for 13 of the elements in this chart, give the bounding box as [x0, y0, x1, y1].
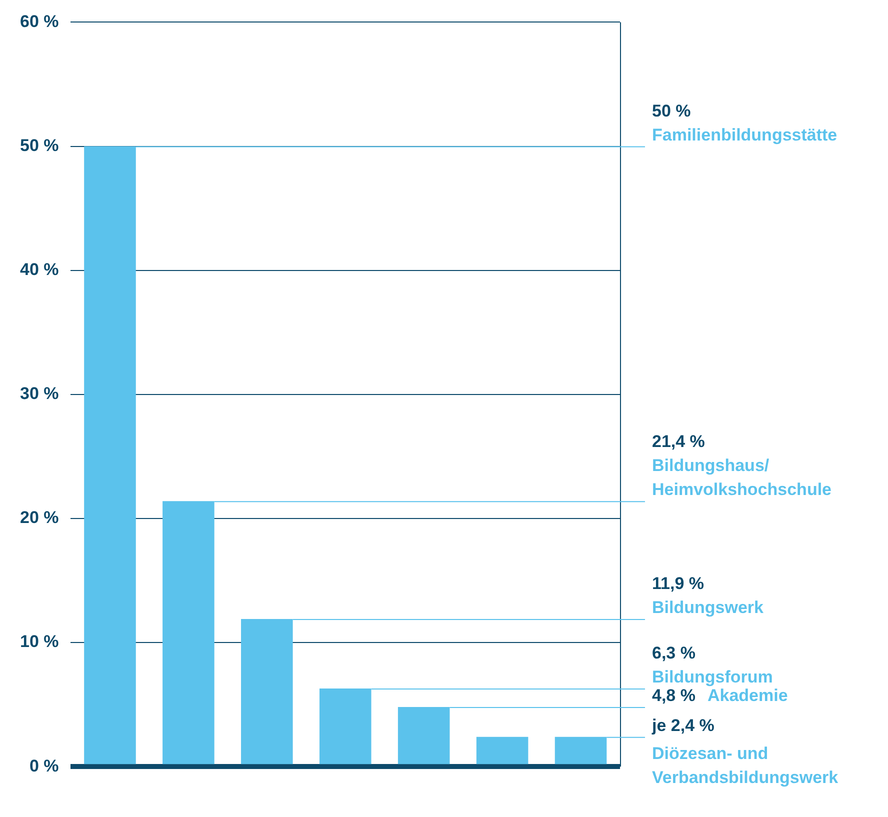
y-tick-label: 60 %: [20, 12, 59, 31]
y-tick-label: 0 %: [29, 756, 59, 776]
ref-line-label: je 2,4 % Diözesan- und Verbandsbildungswerk: [651, 716, 839, 787]
ref-line-label: 6,3 % Bildungsforum: [652, 643, 773, 686]
ref-line-label: 50 % Familienbildungsstätte: [652, 101, 838, 144]
ref-line-label: 4,8 % Akademie: [652, 686, 788, 706]
ref-line-label: 21,4 % Bildungshaus/ Heimvolkshochschule: [652, 432, 832, 500]
y-tick-label: 20 %: [20, 508, 59, 528]
y-tick-label: 30 %: [20, 384, 59, 404]
y-tick-label: 50 %: [20, 136, 59, 155]
y-tick-label: 40 %: [20, 260, 59, 280]
ref-line-label: 11,9 % Bildungswerk: [652, 574, 764, 617]
y-tick-label: 10 %: [20, 632, 59, 652]
